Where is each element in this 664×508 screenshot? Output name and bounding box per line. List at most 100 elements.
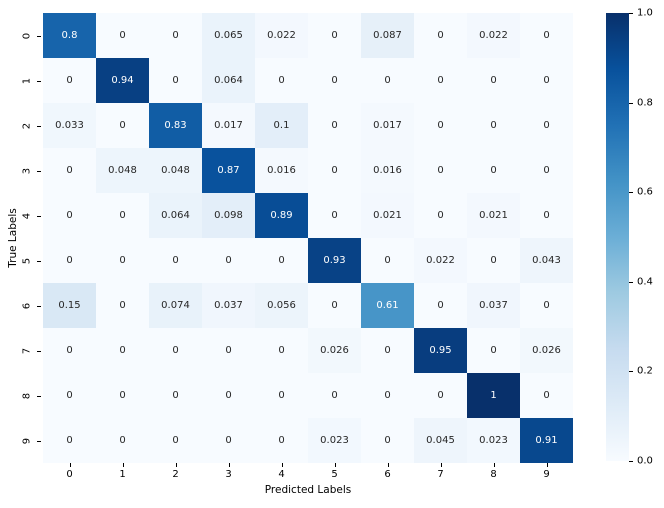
colorbar-tick-label: 1.0 <box>637 7 653 19</box>
heatmap-cell: 0.8 <box>43 13 96 58</box>
heatmap-cell: 0 <box>414 58 467 103</box>
heatmap-cell: 0 <box>43 148 96 193</box>
heatmap-cell: 0.021 <box>467 193 520 238</box>
heatmap-cell: 0.064 <box>202 58 255 103</box>
heatmap-cell: 0 <box>414 13 467 58</box>
heatmap-cell: 0 <box>414 148 467 193</box>
colorbar-tick-mark <box>629 281 633 283</box>
heatmap-cell: 0 <box>308 193 361 238</box>
heatmap-cell: 0 <box>414 283 467 328</box>
heatmap-cell: 0 <box>149 373 202 418</box>
y-tick-mark <box>37 125 41 127</box>
heatmap-cell: 0.87 <box>202 148 255 193</box>
y-tick-mark <box>37 260 41 262</box>
heatmap-cell: 0.048 <box>96 148 149 193</box>
heatmap-cell: 0 <box>96 283 149 328</box>
heatmap-cell: 0 <box>43 58 96 103</box>
heatmap-cell: 0 <box>467 103 520 148</box>
heatmap-cell: 0 <box>520 373 573 418</box>
heatmap-cell: 0.91 <box>520 418 573 463</box>
heatmap-cell: 0 <box>43 418 96 463</box>
heatmap-cell: 0.022 <box>255 13 308 58</box>
heatmap-cell: 0 <box>149 58 202 103</box>
heatmap-cell: 0.61 <box>361 283 414 328</box>
x-tick-mark <box>387 463 389 467</box>
heatmap-cell: 0.037 <box>467 283 520 328</box>
y-tick-label: 1 <box>21 77 33 84</box>
heatmap-cell: 0.016 <box>255 148 308 193</box>
heatmap-cell: 0.026 <box>520 328 573 373</box>
heatmap-cell: 0 <box>149 13 202 58</box>
colorbar <box>606 13 629 461</box>
heatmap-cell: 0.021 <box>361 193 414 238</box>
heatmap-cell: 0.023 <box>467 418 520 463</box>
x-tick-mark <box>281 463 283 467</box>
x-tick-mark <box>334 463 336 467</box>
heatmap-cell: 0.94 <box>96 58 149 103</box>
y-tick-label: 2 <box>21 122 33 129</box>
x-tick-label: 2 <box>172 469 179 480</box>
heatmap-cell: 0 <box>361 328 414 373</box>
heatmap-cell: 0 <box>308 103 361 148</box>
x-tick-label: 4 <box>278 469 285 480</box>
y-tick-mark <box>37 350 41 352</box>
heatmap-grid: 0.8 0 0 0.065 0.022 0 0.087 0 0.022 0 0 0.94 0 0.064 0… <box>43 13 573 463</box>
heatmap-cell: 0.098 <box>202 193 255 238</box>
y-tick-label: 4 <box>21 212 33 219</box>
heatmap-cell: 0 <box>202 418 255 463</box>
colorbar-tick-mark <box>629 13 633 14</box>
heatmap-cell: 0 <box>361 238 414 283</box>
colorbar-tick-mark <box>629 102 633 104</box>
heatmap-cell: 0 <box>467 148 520 193</box>
heatmap-cell: 0 <box>255 238 308 283</box>
colorbar-tick-label: 0.2 <box>637 365 653 377</box>
heatmap-cell: 0 <box>308 373 361 418</box>
heatmap-cell: 0.065 <box>202 13 255 58</box>
x-tick-mark <box>228 463 230 467</box>
heatmap-cell: 0 <box>414 193 467 238</box>
heatmap-cell: 0 <box>255 58 308 103</box>
y-tick-label: 6 <box>21 302 33 309</box>
heatmap-cell: 0 <box>96 238 149 283</box>
heatmap-cell: 0.95 <box>414 328 467 373</box>
y-tick-mark <box>37 215 41 217</box>
heatmap-cell: 0.023 <box>308 418 361 463</box>
heatmap-cell: 0.064 <box>149 193 202 238</box>
colorbar-tick-label: 0.8 <box>637 97 653 109</box>
x-tick-label: 1 <box>119 469 126 480</box>
heatmap-cell: 0.016 <box>361 148 414 193</box>
colorbar-tick-label: 0.0 <box>637 455 653 467</box>
colorbar-tick-mark <box>629 461 633 462</box>
heatmap-cell: 0.074 <box>149 283 202 328</box>
heatmap-cell: 0.1 <box>255 103 308 148</box>
colorbar-tick-label: 0.4 <box>637 276 653 288</box>
y-axis-label: True Labels <box>7 208 19 268</box>
heatmap-cell: 0 <box>255 373 308 418</box>
heatmap-cell: 0.15 <box>43 283 96 328</box>
heatmap-cell: 0.026 <box>308 328 361 373</box>
heatmap-cell: 0 <box>202 238 255 283</box>
y-tick-label: 5 <box>21 257 33 264</box>
x-axis-label: Predicted Labels <box>264 484 352 496</box>
heatmap-cell: 0.048 <box>149 148 202 193</box>
y-tick-mark <box>37 35 41 37</box>
x-tick-mark <box>175 463 177 467</box>
colorbar-tick-label: 0.6 <box>637 186 653 198</box>
y-tick-mark <box>37 440 41 442</box>
heatmap-cell: 0.037 <box>202 283 255 328</box>
heatmap-cell: 0 <box>467 238 520 283</box>
heatmap-cell: 0.017 <box>361 103 414 148</box>
heatmap-cell: 0 <box>361 418 414 463</box>
heatmap-cell: 0 <box>96 103 149 148</box>
heatmap-cell: 0 <box>520 58 573 103</box>
heatmap-cell: 0 <box>520 283 573 328</box>
y-tick-label: 3 <box>21 167 33 174</box>
heatmap-cell: 0 <box>414 103 467 148</box>
heatmap-cell: 0.93 <box>308 238 361 283</box>
heatmap-cell: 0 <box>361 373 414 418</box>
heatmap-cell: 0 <box>202 328 255 373</box>
heatmap-cell: 0.056 <box>255 283 308 328</box>
heatmap-cell: 0 <box>308 13 361 58</box>
x-tick-mark <box>69 463 71 467</box>
heatmap-cell: 0.89 <box>255 193 308 238</box>
